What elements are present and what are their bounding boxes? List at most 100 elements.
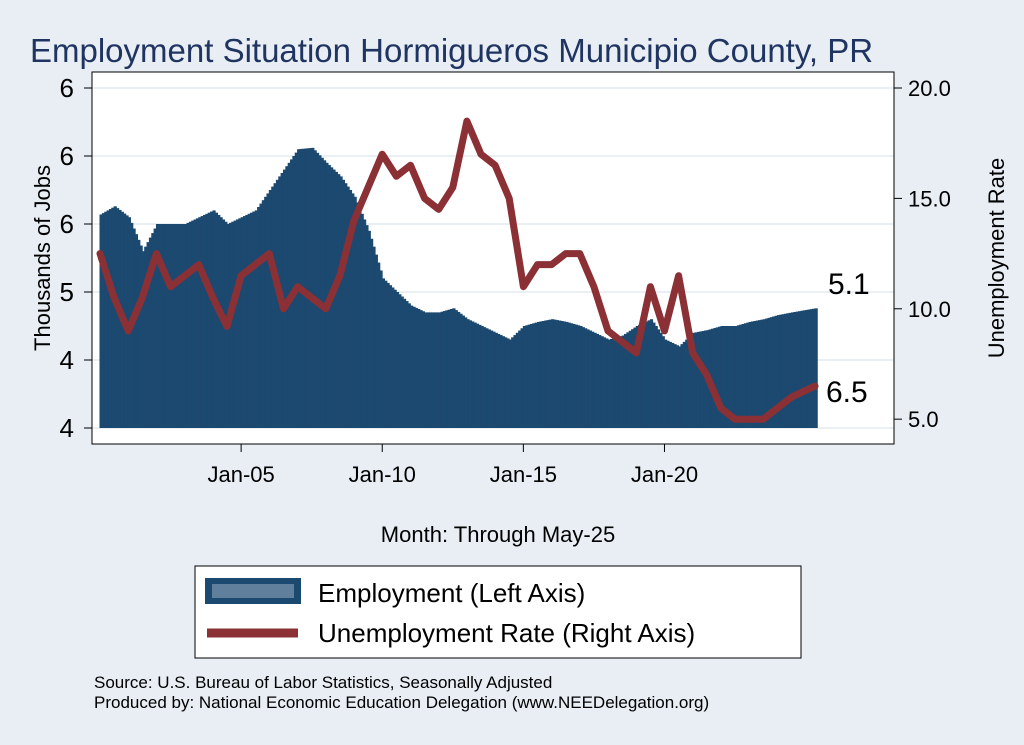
y-left-tick-label: 4: [60, 345, 74, 375]
legend-employment-label: Employment (Left Axis): [318, 578, 585, 608]
employment-bar: [447, 309, 451, 428]
employment-bar: [666, 340, 670, 428]
employment-bar: [195, 218, 200, 428]
employment-bar: [134, 234, 139, 428]
employment-bar: [795, 311, 799, 428]
employment-bar: [261, 200, 266, 428]
left-axis: 4 4 5 6 6 6: [60, 72, 93, 444]
y-right-tick-label: 20.0: [908, 76, 951, 101]
employment-bar: [155, 224, 160, 428]
employment-bar: [402, 298, 407, 428]
employment-bar: [499, 335, 503, 428]
employment-bar: [805, 309, 809, 428]
employment-bar: [395, 292, 400, 428]
employment-bar: [346, 186, 350, 428]
y-right-label: Unemployment Rate: [984, 158, 1009, 359]
employment-bar: [344, 183, 348, 428]
employment-bar: [525, 325, 529, 428]
employment-bar: [680, 344, 684, 428]
employment-bar: [271, 186, 275, 428]
employment-bar: [452, 308, 456, 428]
right-axis: 5.0 10.0 15.0 20.0: [893, 72, 951, 444]
employment-bar: [586, 329, 590, 428]
employment-bar: [177, 224, 181, 428]
employment-bar: [153, 228, 157, 428]
unemployment-end-label: 6.5: [826, 376, 868, 409]
employment-bar: [501, 336, 505, 428]
employment-bar: [511, 337, 515, 428]
employment-bar: [313, 150, 317, 429]
employment-bar: [682, 341, 687, 428]
employment-bar: [769, 317, 774, 428]
employment-bar: [602, 337, 607, 428]
employment-bar: [767, 317, 771, 428]
employment-bar: [167, 224, 171, 428]
employment-bar: [520, 328, 524, 428]
employment-bar: [111, 207, 115, 428]
employment-bar: [438, 312, 442, 428]
employment-bar: [544, 320, 548, 428]
employment-bar: [685, 339, 689, 428]
employment-bar: [758, 320, 762, 428]
employment-bar: [250, 212, 254, 428]
employment-bar: [108, 209, 113, 428]
employment-bar: [800, 310, 804, 428]
employment-bar: [240, 217, 244, 428]
employment-bar: [151, 233, 155, 428]
employment-bar: [355, 202, 360, 428]
employment-bar: [233, 220, 237, 428]
employment-bar: [788, 312, 792, 428]
employment-bar: [802, 310, 806, 428]
employment-bar: [165, 224, 169, 428]
employment-bar: [640, 323, 644, 428]
employment-bar: [254, 210, 258, 428]
employment-bar: [381, 278, 385, 428]
employment-bar: [786, 313, 790, 428]
employment-bar: [424, 312, 428, 428]
employment-bar: [200, 216, 204, 428]
y-left-tick-label: 6: [60, 141, 74, 171]
employment-bar: [386, 282, 390, 428]
legend: Employment (Left Axis) Unemployment Rate…: [194, 565, 802, 659]
employment-bar: [487, 329, 491, 428]
unemployment-line: [96, 117, 819, 423]
employment-bar: [273, 183, 277, 428]
employment-bar: [468, 320, 473, 428]
employment-bar: [219, 217, 223, 428]
employment-bar: [548, 319, 552, 428]
employment-bar: [137, 239, 141, 428]
employment-bar: [341, 179, 346, 428]
employment-bar: [101, 213, 106, 428]
employment-bar: [760, 319, 764, 428]
employment-bar: [790, 312, 795, 428]
employment-bar: [492, 331, 496, 428]
employment-bar: [541, 321, 545, 428]
employment-bar: [417, 309, 421, 428]
employment-bar: [478, 324, 482, 428]
employment-bar: [793, 311, 797, 428]
employment-bar: [718, 326, 722, 428]
employment-bar: [158, 224, 162, 428]
employment-bar: [334, 171, 338, 428]
legend-employment-swatch-inner: [212, 584, 294, 598]
employment-bar: [198, 217, 202, 428]
employment-bar: [163, 224, 167, 428]
employment-bar: [459, 313, 463, 428]
employment-bar: [238, 218, 242, 428]
employment-bar: [351, 193, 355, 428]
employment-bar: [765, 318, 769, 428]
employment-bar: [551, 319, 555, 428]
employment-bar: [518, 330, 522, 428]
employment-bar: [235, 219, 240, 428]
employment-bar: [473, 322, 477, 428]
employment-bar: [659, 332, 663, 428]
employment-bar: [431, 312, 435, 428]
employment-bar: [527, 324, 531, 428]
employment-bar: [391, 287, 395, 428]
employment-bar: [160, 224, 164, 428]
employment-bar: [421, 311, 425, 428]
employment-bar: [600, 336, 604, 428]
employment-bar: [393, 289, 397, 428]
employment-bar: [480, 326, 484, 428]
employment-bar: [475, 323, 480, 428]
